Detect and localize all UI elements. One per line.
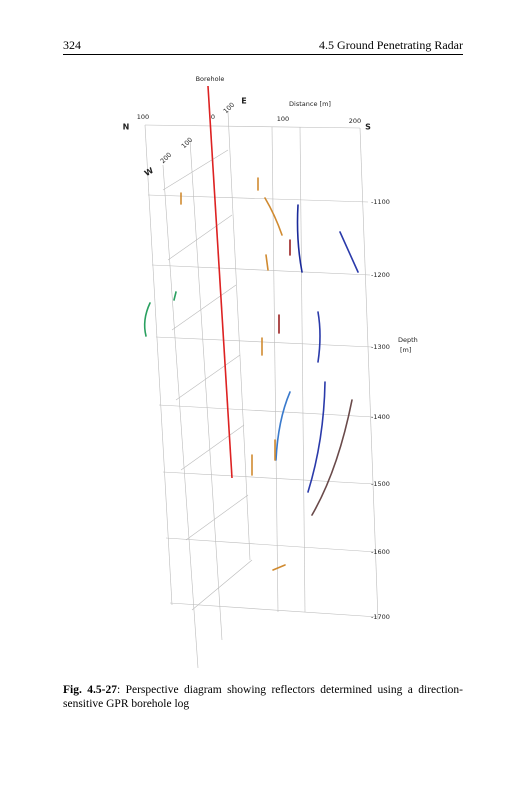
distance-label: Distance [m]: [289, 100, 331, 108]
figure: Borehole Distance [m] N S W E 100 0 100 …: [123, 75, 418, 669]
grid-line: [162, 149, 229, 191]
grid-line: [185, 494, 249, 541]
distance-tick: 100: [277, 115, 289, 123]
figure-caption: Fig. 4.5-27: Perspective diagram showing…: [63, 683, 463, 711]
grid-line: [169, 602, 379, 618]
depth-tick: -1500: [371, 480, 390, 488]
running-header: 324 4.5 Ground Penetrating Radar: [63, 38, 463, 55]
reflector: [339, 231, 359, 273]
grid-line: [158, 404, 374, 418]
grid-line: [155, 336, 373, 348]
north-label: N: [123, 123, 130, 132]
east-label: E: [241, 97, 246, 106]
borehole-label: Borehole: [196, 75, 225, 83]
depth-label: Depth: [398, 336, 418, 344]
reflector: [143, 302, 151, 337]
section-title: 4.5 Ground Penetrating Radar: [319, 38, 463, 52]
ew-tick: 200: [159, 151, 173, 165]
ew-tick: 100: [180, 136, 194, 150]
south-label: S: [365, 123, 371, 132]
grid-line: [191, 559, 253, 611]
ew-tick: 100: [222, 101, 236, 115]
caption-text: : Perspective diagram showing reflectors…: [63, 684, 463, 710]
grid-line: [151, 264, 371, 276]
grid-line: [144, 124, 361, 129]
grid-line: [144, 124, 173, 606]
reflector: [311, 399, 353, 516]
reflector: [275, 391, 291, 461]
grid-line: [162, 471, 375, 485]
depth-tick: -1600: [371, 548, 390, 556]
grid-line: [147, 194, 369, 203]
distance-tick: 100: [137, 113, 149, 121]
grid-line: [171, 284, 237, 331]
grid-line: [189, 139, 223, 641]
grid: [144, 111, 379, 669]
grid-line: [180, 424, 245, 471]
reflector: [264, 197, 283, 236]
reflectors: [143, 177, 359, 571]
depth-tick: -1100: [371, 198, 390, 206]
depth-axis: -1100 -1200 -1300 -1400 -1500 -1600 -1700: [371, 198, 390, 621]
grid-line: [167, 214, 233, 261]
depth-tick: -1300: [371, 343, 390, 351]
grid-line: [162, 164, 199, 669]
reflector: [272, 564, 286, 571]
reflector: [317, 311, 321, 363]
borehole-line: [207, 85, 233, 479]
grid-line: [175, 354, 241, 401]
distance-tick: 0: [211, 113, 215, 121]
reflector: [307, 381, 326, 493]
depth-tick: -1700: [371, 613, 390, 621]
west-label: W: [143, 166, 155, 178]
distance-tick: 200: [349, 117, 361, 125]
reflector: [296, 204, 303, 273]
grid-line: [359, 127, 379, 621]
reflector: [173, 291, 177, 301]
grid-line: [271, 126, 279, 613]
depth-tick: -1400: [371, 413, 390, 421]
page-number: 324: [63, 38, 81, 52]
caption-label: Fig. 4.5-27: [63, 684, 117, 696]
grid-line: [227, 111, 251, 561]
depth-unit: [m]: [400, 346, 411, 354]
grid-line: [299, 126, 306, 613]
reflector: [265, 254, 269, 271]
depth-tick: -1200: [371, 271, 390, 279]
grid-line: [165, 537, 377, 553]
